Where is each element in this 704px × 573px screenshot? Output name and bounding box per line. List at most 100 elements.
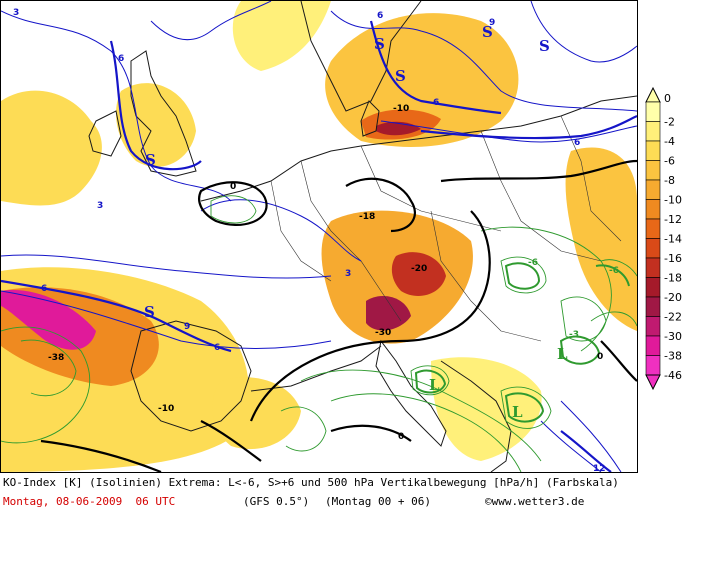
zero-line-4 xyxy=(440,159,637,183)
ko-line-5 xyxy=(380,120,637,143)
legend-swatch xyxy=(645,101,661,122)
contour-label-9b: 9 xyxy=(184,322,190,332)
legend-swatch xyxy=(645,277,661,298)
coast-denmark xyxy=(360,100,380,137)
center-label-s-1: S xyxy=(145,151,156,169)
legend-swatch xyxy=(645,199,661,220)
contour-label-6f: 6 xyxy=(574,138,580,148)
ko-bold-5 xyxy=(560,430,612,472)
coast-mediterranean xyxy=(250,345,382,392)
legend-label: -8 xyxy=(664,174,675,187)
contour-label-6b: 6 xyxy=(41,284,47,294)
vm-line-2 xyxy=(480,226,612,352)
vm-line-13 xyxy=(280,406,327,452)
contour-label-6e: 6 xyxy=(433,98,439,108)
vertical-motion-isolines-bold xyxy=(414,262,630,423)
footer-copyright: ©www.wetter3.de xyxy=(485,495,585,508)
ko-bold-1 xyxy=(109,40,202,171)
zero-line-5 xyxy=(200,420,262,462)
vm-line-3 xyxy=(500,256,547,294)
vm-bold-4 xyxy=(504,392,545,423)
footer-run: (Montag 00 + 06) xyxy=(325,495,431,508)
center-label-s-3: S xyxy=(395,67,406,85)
color-scale-legend: 0 -2 -4 -6 -8 -10 -12 -14 -16 -18 -20 -22 -30 -38 -46 xyxy=(640,86,704,396)
legend-label: -4 xyxy=(664,135,675,148)
center-labels: S S S S S S L L L xyxy=(144,23,568,421)
coast-ireland xyxy=(88,110,122,157)
legend-label: -46 xyxy=(664,369,682,382)
vm-line-7 xyxy=(500,386,552,429)
zero-line-1 xyxy=(198,181,268,226)
contour-label-9a: 9 xyxy=(489,18,495,28)
vm-line-12 xyxy=(600,259,637,277)
contour-label-m3a: -3 xyxy=(569,330,579,340)
contour-label-6d: 6 xyxy=(377,11,383,21)
contour-label-m20: -20 xyxy=(411,264,427,274)
legend-label: -2 xyxy=(664,116,675,129)
center-label-l-1: L xyxy=(557,345,568,363)
center-label-s-4: S xyxy=(482,23,493,41)
vertical-motion-isolines xyxy=(1,195,637,472)
contour-label-m6a: -6 xyxy=(528,258,538,268)
vm-line-10 xyxy=(560,296,607,342)
ko-isolines-bold xyxy=(1,20,637,472)
shade-balkans xyxy=(431,357,542,461)
zero-line-8 xyxy=(330,424,412,442)
legend-label: -10 xyxy=(664,194,682,207)
legend-label: -6 xyxy=(664,155,675,168)
contour-label-3b: 3 xyxy=(345,269,351,279)
vm-line-5 xyxy=(330,393,522,472)
coast-iberia xyxy=(130,320,252,432)
border-2 xyxy=(360,145,502,232)
vm-line-1 xyxy=(210,195,257,224)
shade-central-europe-core xyxy=(391,252,446,296)
coast-uk xyxy=(130,50,197,177)
legend-swatch xyxy=(645,257,661,278)
contour-label-6c: 6 xyxy=(214,343,220,353)
ko-line-9 xyxy=(560,400,622,472)
shade-south xyxy=(212,377,301,450)
contour-label-6a: 6 xyxy=(118,54,124,64)
legend-label: -16 xyxy=(664,252,682,265)
legend-swatch xyxy=(645,316,661,337)
ko-line-6 xyxy=(200,199,362,262)
zero-isolines xyxy=(40,159,637,472)
vm-line-8 xyxy=(1,326,91,444)
contour-label-3c: 3 xyxy=(13,8,19,18)
ko-line-3 xyxy=(1,290,332,349)
vm-line-9 xyxy=(20,339,77,397)
center-label-s-2: S xyxy=(374,35,385,53)
color-scale-svg: 0 -2 -4 -6 -8 -10 -12 -14 -16 -18 -20 -22 -30 -38 -46 xyxy=(645,86,682,391)
ko-line-1 xyxy=(1,10,232,202)
contour-label-0c: 0 xyxy=(597,352,603,362)
legend-label: -12 xyxy=(664,213,682,226)
legend-swatch xyxy=(645,355,661,376)
vm-line-11 xyxy=(590,311,637,327)
legend-label: -14 xyxy=(664,233,682,246)
vm-line-4 xyxy=(300,369,542,462)
border-6 xyxy=(560,115,622,242)
shade-atlantic-core xyxy=(1,290,96,350)
center-label-s-6: S xyxy=(144,303,155,321)
legend-swatch xyxy=(645,121,661,142)
legend-label: -20 xyxy=(664,291,682,304)
vm-line-6 xyxy=(410,365,450,396)
legend-arrow-bottom xyxy=(645,374,661,391)
contour-label-0b: 0 xyxy=(398,432,404,442)
border-4 xyxy=(430,210,542,342)
map-footer: KO-Index [K] (Isolinien) Extrema: L<-6, … xyxy=(0,473,704,513)
legend-label: -22 xyxy=(664,311,682,324)
footer-description: KO-Index [K] (Isolinien) Extrema: L<-6, … xyxy=(3,476,619,489)
contour-label-m38: -38 xyxy=(48,353,64,363)
center-label-l-2: L xyxy=(512,403,523,421)
legend-swatch xyxy=(645,179,661,200)
legend-label: -38 xyxy=(664,350,682,363)
shade-uk xyxy=(116,83,196,167)
ko-line-10 xyxy=(540,420,602,472)
center-label-s-5: S xyxy=(539,37,550,55)
zero-line-2 xyxy=(345,177,416,233)
legend-swatch xyxy=(645,335,661,356)
center-label-l-3: L xyxy=(429,376,440,394)
border-5 xyxy=(480,130,602,262)
legend-swatch xyxy=(645,218,661,239)
